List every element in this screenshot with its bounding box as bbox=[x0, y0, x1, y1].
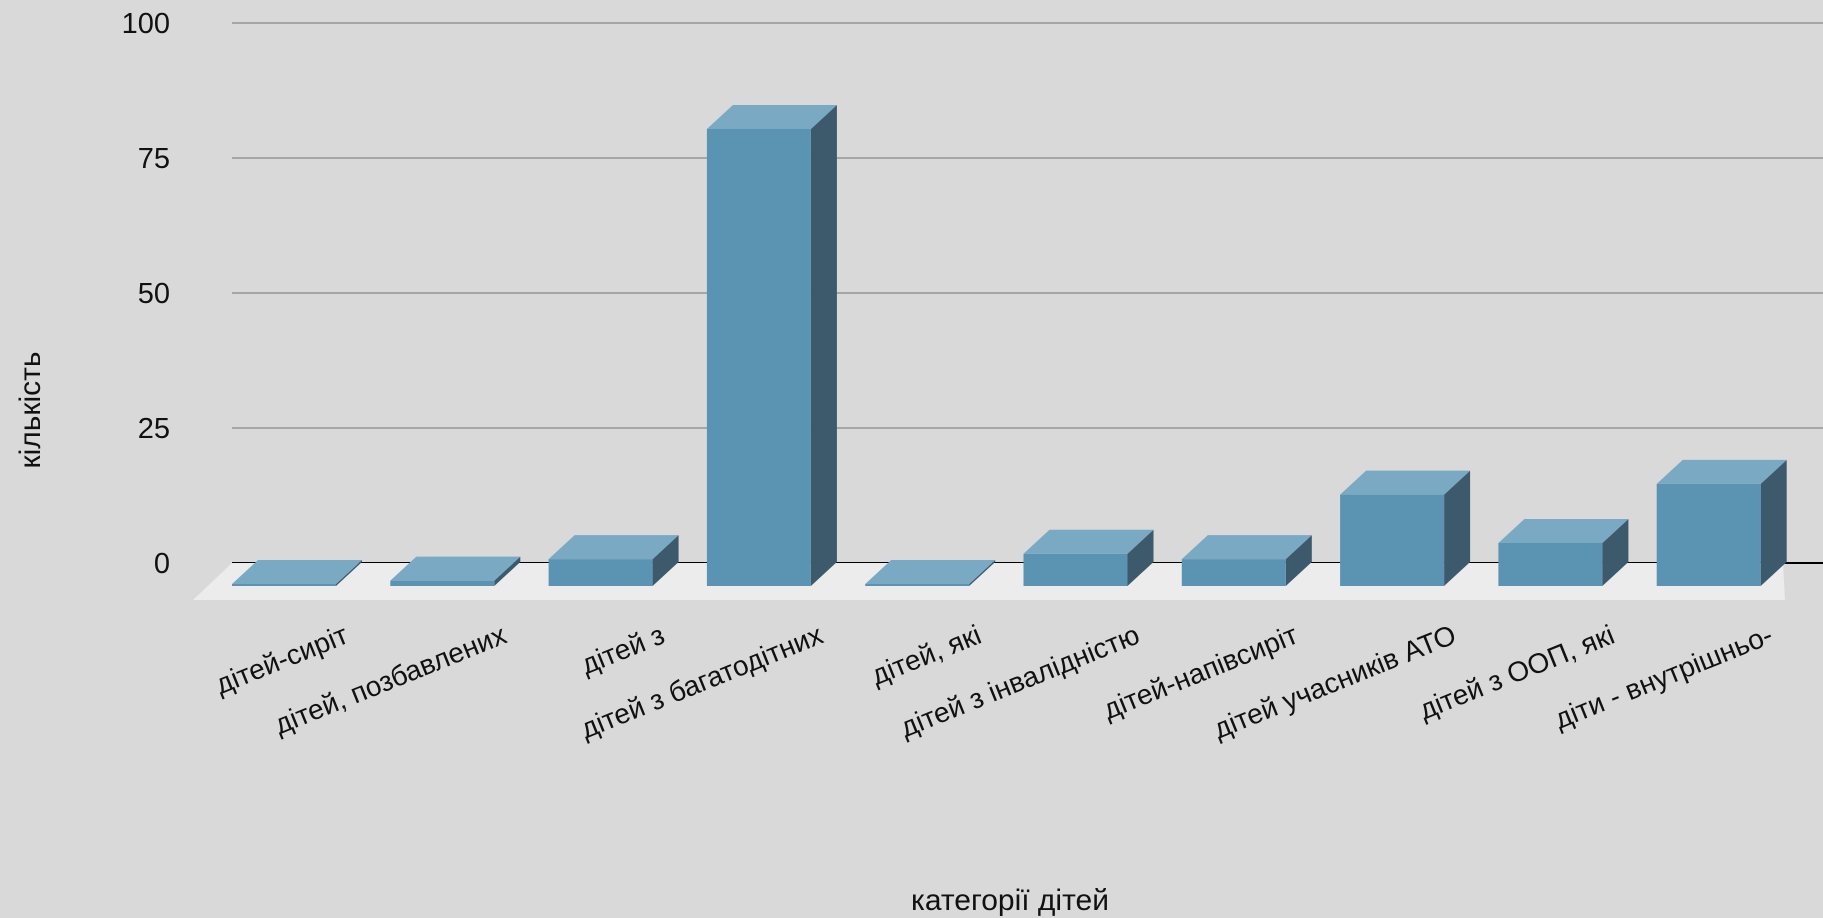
y-tick-label: 75 bbox=[138, 143, 170, 175]
x-tick-label: дітей, які bbox=[867, 619, 986, 691]
bar-side bbox=[1444, 470, 1471, 586]
bars bbox=[232, 105, 1787, 586]
bar-front bbox=[232, 584, 336, 586]
bar-top bbox=[1656, 459, 1787, 484]
bar-side bbox=[969, 560, 996, 586]
bar bbox=[390, 556, 521, 586]
bar-front bbox=[390, 580, 495, 586]
bar-top bbox=[1181, 535, 1312, 560]
bar-top bbox=[1498, 518, 1629, 543]
bar bbox=[1340, 470, 1471, 586]
bar-front bbox=[706, 129, 811, 586]
bar-front bbox=[1340, 494, 1445, 586]
gridlines: 0 25 50 75 100 bbox=[122, 8, 1823, 580]
bar-top bbox=[1340, 470, 1471, 495]
bar bbox=[1181, 535, 1312, 586]
bar bbox=[1656, 459, 1787, 586]
y-axis-title: кількість bbox=[14, 351, 47, 468]
bar-side bbox=[1760, 459, 1787, 586]
y-tick-label: 25 bbox=[138, 413, 170, 445]
x-axis-title: категорії дітей bbox=[911, 884, 1109, 917]
bar bbox=[706, 105, 837, 586]
bar-side bbox=[336, 560, 362, 586]
bar-front bbox=[1181, 559, 1286, 586]
y-tick-label: 50 bbox=[138, 278, 170, 310]
bar-front bbox=[1023, 553, 1128, 586]
x-tick-label: дітей з bbox=[577, 619, 669, 680]
bar-side bbox=[1285, 535, 1312, 586]
bar-side bbox=[810, 105, 837, 586]
bar-top bbox=[706, 105, 837, 129]
bar-front bbox=[865, 584, 970, 586]
bar bbox=[1023, 529, 1154, 586]
bar-side bbox=[1127, 529, 1154, 586]
bar-top bbox=[548, 535, 679, 560]
bar bbox=[548, 535, 679, 586]
bar bbox=[1498, 518, 1629, 586]
bar-top bbox=[1023, 529, 1154, 554]
bar-front bbox=[548, 559, 653, 586]
bar-side bbox=[1602, 518, 1629, 586]
y-tick-label: 0 bbox=[154, 548, 170, 580]
bar-side bbox=[494, 556, 521, 586]
bar bbox=[865, 560, 996, 586]
bar-front bbox=[1656, 483, 1761, 586]
y-tick-label: 100 bbox=[122, 8, 170, 40]
bar-top bbox=[232, 560, 362, 584]
bar bbox=[232, 560, 362, 586]
bar-front bbox=[1498, 542, 1603, 586]
bar-side bbox=[652, 535, 679, 586]
bar-top bbox=[390, 556, 521, 581]
bar-top bbox=[865, 560, 996, 584]
